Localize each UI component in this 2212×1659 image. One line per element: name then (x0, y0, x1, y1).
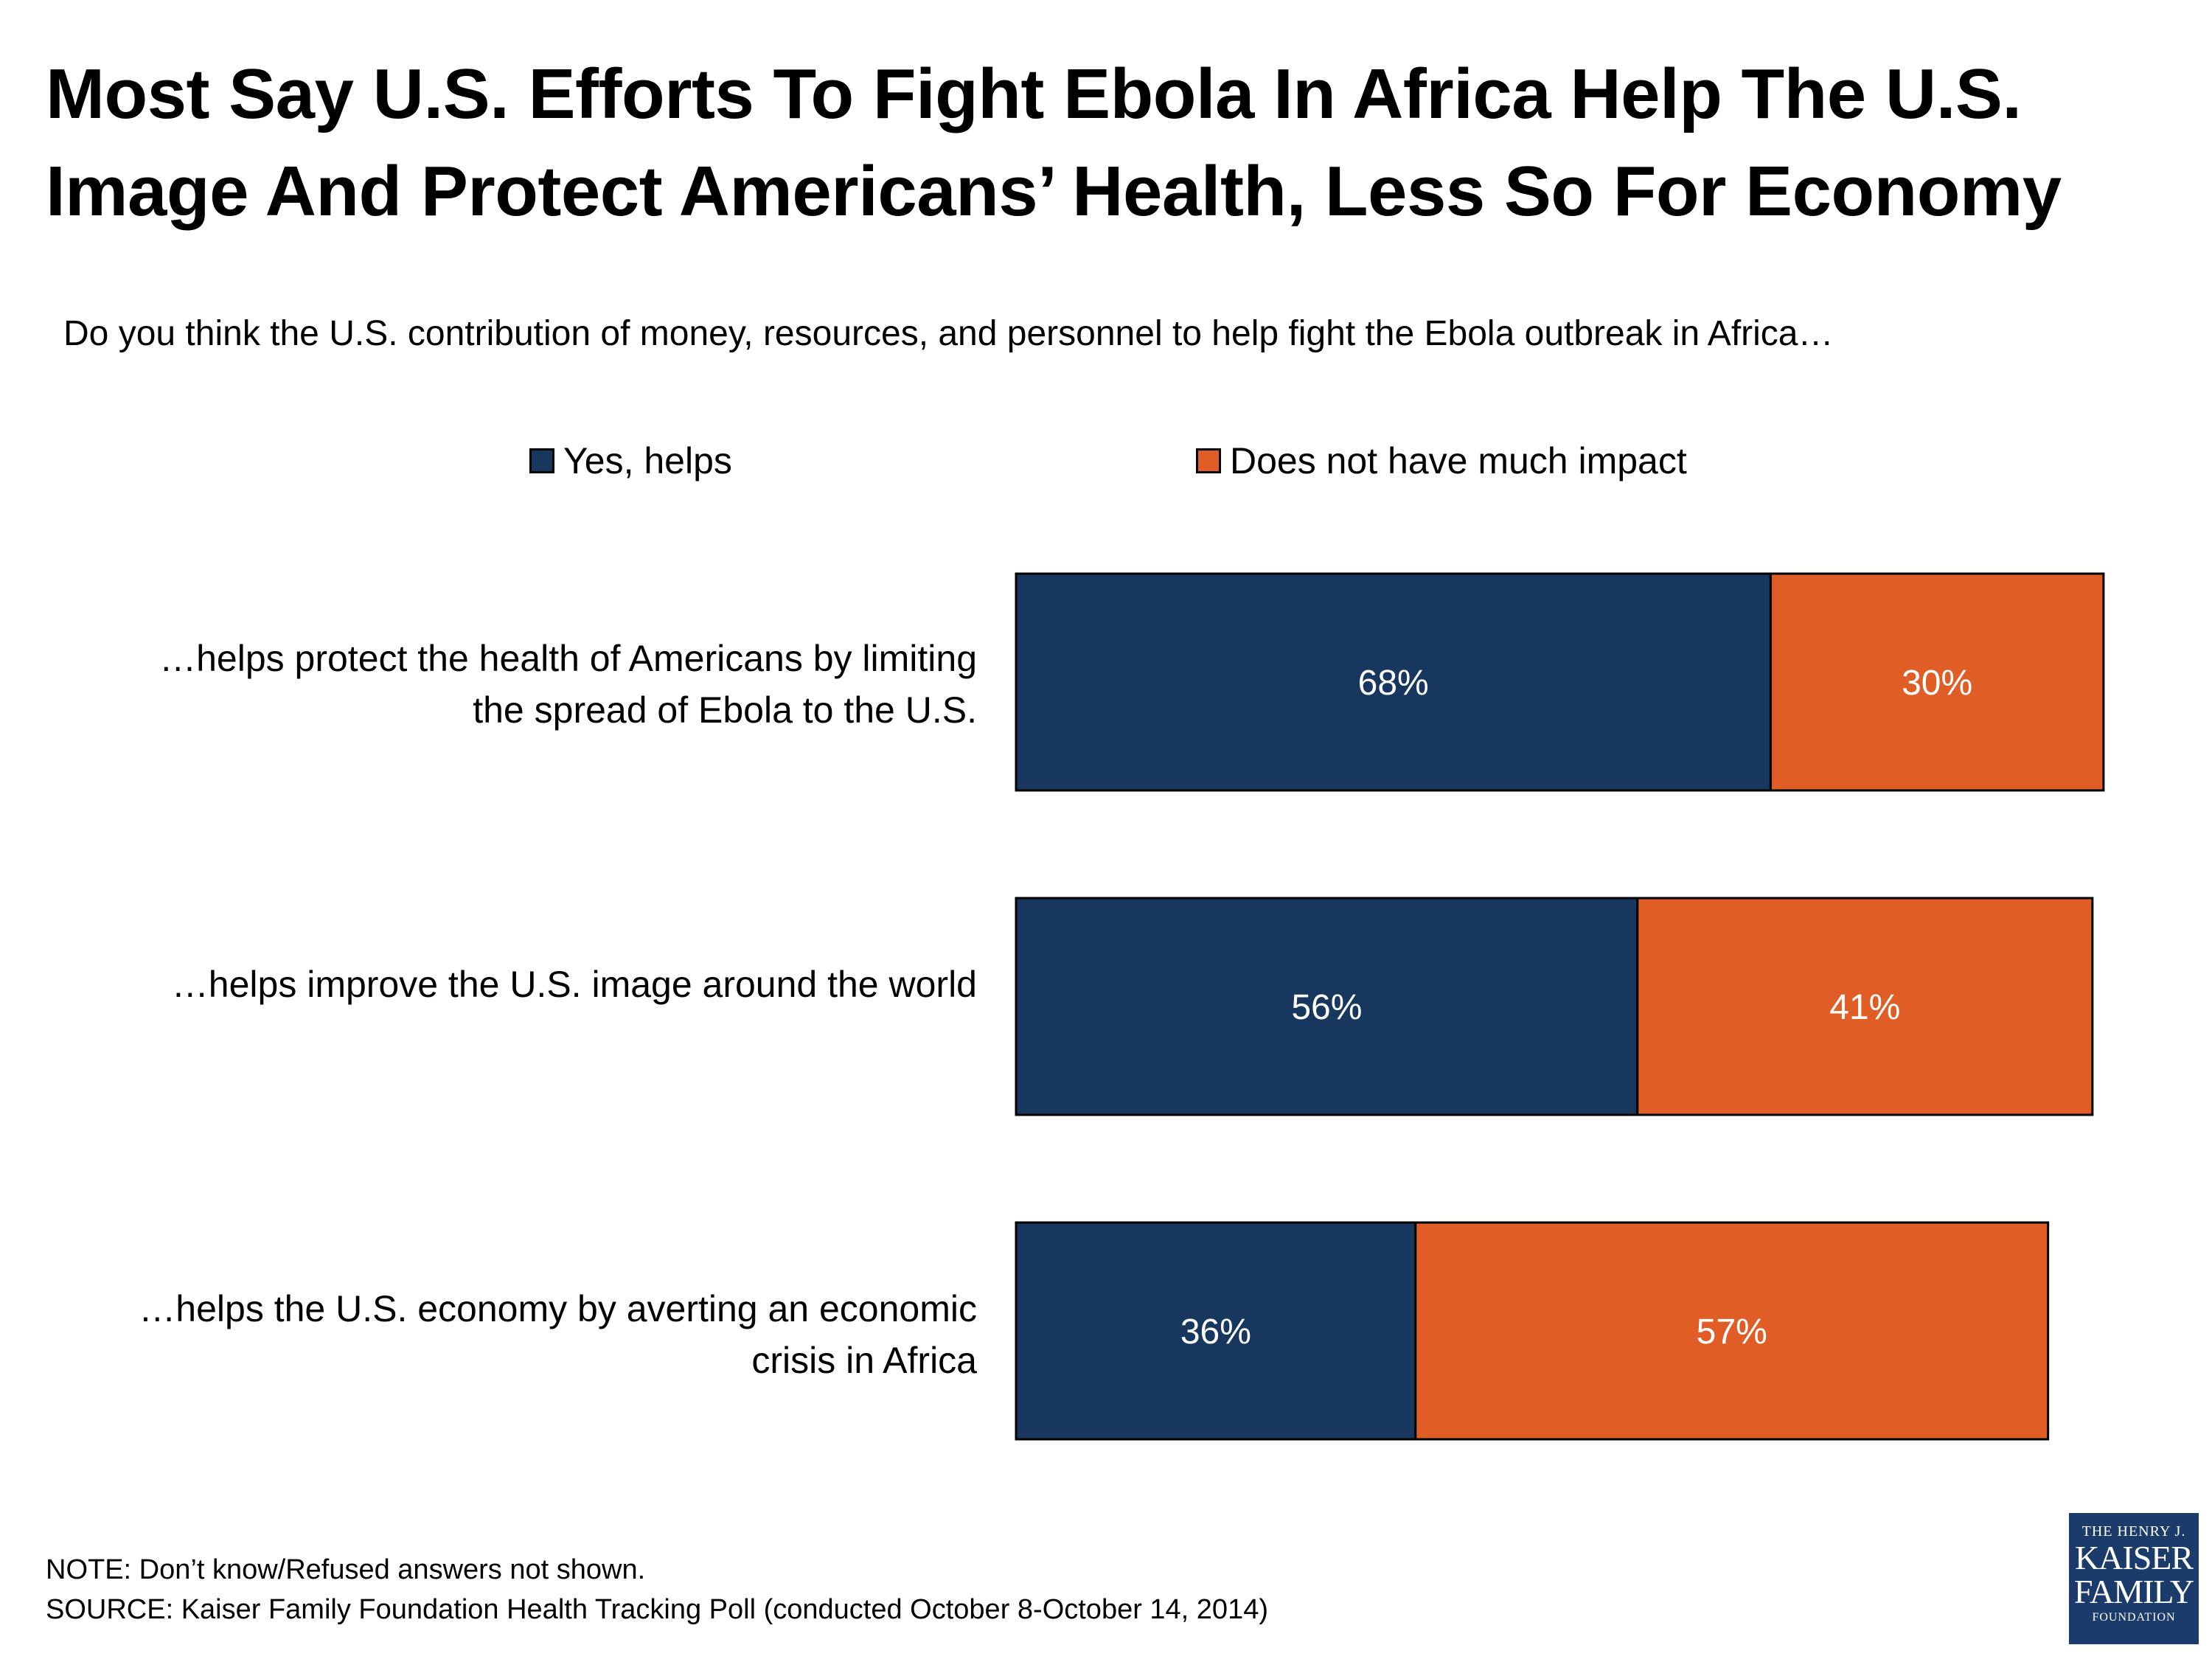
legend-swatch-no-impact (1196, 448, 1221, 473)
title-line-1: Most Say U.S. Efforts To Fight Ebola In … (46, 55, 2022, 133)
logo-line-3: FAMILY (2073, 1573, 2194, 1610)
page-title: Most Say U.S. Efforts To Fight Ebola In … (46, 46, 2169, 240)
footer-note: NOTE: Don’t know/Refused answers not sho… (46, 1554, 646, 1585)
bar-health-no-impact (1769, 572, 2105, 792)
data-label-health-no-impact: 30% (1902, 664, 1972, 703)
bar-economy-yes-helps (1015, 1221, 1417, 1441)
category-label-economy-line-1: …helps the U.S. economy by averting an e… (139, 1288, 977, 1329)
logo-line-4: FOUNDATION (2092, 1611, 2176, 1624)
category-label-economy: …helps the U.S. economy by averting an e… (18, 1283, 977, 1386)
data-label-economy-yes-helps: 36% (1180, 1312, 1251, 1352)
logo-line-2: KAISER (2074, 1539, 2194, 1576)
category-label-image-line-1: …helps improve the U.S. image around the… (171, 964, 977, 1005)
category-label-health-line-2: the spread of Ebola to the U.S. (473, 689, 977, 731)
kff-logo: THE HENRY J. KAISER FAMILY FOUNDATION (2069, 1513, 2199, 1644)
footer-notes: NOTE: Don’t know/Refused answers not sho… (46, 1550, 1268, 1630)
title-line-2: Image And Protect Americans’ Health, Les… (46, 152, 2062, 231)
bar-health-yes-helps (1015, 572, 1772, 792)
category-label-health-line-1: …helps protect the health of Americans b… (159, 638, 977, 679)
legend-label-yes-helps: Yes, helps (563, 440, 732, 481)
footer-source: SOURCE: Kaiser Family Foundation Health … (46, 1594, 1268, 1625)
legend-item-yes-helps: Yes, helps (529, 437, 732, 485)
data-label-image-yes-helps: 56% (1291, 988, 1362, 1027)
category-label-image: …helps improve the U.S. image around the… (18, 959, 977, 1010)
data-label-image-no-impact: 41% (1829, 988, 1900, 1027)
bar-image-yes-helps (1015, 897, 1639, 1116)
legend-item-no-impact: Does not have much impact (1196, 437, 1687, 485)
bar-image-no-impact (1636, 897, 2094, 1116)
bar-economy-no-impact (1414, 1221, 2050, 1441)
data-label-economy-no-impact: 57% (1697, 1312, 1767, 1352)
data-label-health-yes-helps: 68% (1358, 664, 1429, 703)
legend-swatch-yes-helps (529, 448, 554, 473)
survey-question: Do you think the U.S. contribution of mo… (63, 314, 1834, 353)
legend-label-no-impact: Does not have much impact (1230, 440, 1687, 481)
logo-line-1: THE HENRY J. (2081, 1523, 2186, 1540)
category-label-economy-line-2: crisis in Africa (751, 1340, 977, 1381)
category-label-health: …helps protect the health of Americans b… (18, 633, 977, 736)
